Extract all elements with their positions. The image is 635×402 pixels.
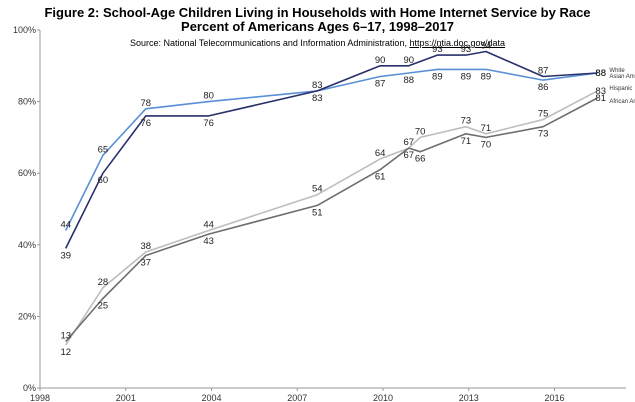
data-label-white: 76 — [140, 118, 151, 129]
data-label-asian-american: 88 — [595, 68, 606, 79]
chart-title: Figure 2: School-Age Children Living in … — [0, 6, 635, 34]
data-label-african-american: 25 — [98, 301, 109, 312]
data-label-hispanic: 54 — [312, 184, 323, 195]
series-name-label-hispanic: Hispanic — [609, 86, 632, 92]
data-label-african-american: 67 — [403, 150, 414, 161]
data-label-african-american: 81 — [595, 93, 606, 104]
chart-title-line2: Percent of Americans Ages 6–17, 1998–201… — [181, 19, 454, 34]
data-label-asian-american: 88 — [403, 75, 414, 86]
data-label-asian-american: 89 — [432, 71, 443, 82]
data-label-african-american: 71 — [461, 136, 472, 147]
x-tick-label: 2013 — [459, 393, 479, 402]
data-label-white: 60 — [98, 175, 109, 186]
source-link[interactable]: https://ntia.doc.gov/data — [409, 38, 506, 48]
data-label-white: 88 — [595, 68, 606, 79]
data-label-white: 76 — [203, 118, 214, 129]
series-line-asian-american — [64, 68, 598, 231]
data-label-african-american: 51 — [312, 207, 323, 218]
y-tick-label: 60% — [18, 168, 36, 178]
source-text: Source: National Telecommunications and … — [129, 38, 410, 48]
data-label-white: 83 — [312, 93, 323, 104]
data-label-asian-american: 86 — [538, 82, 549, 93]
data-label-asian-american: 80 — [203, 91, 214, 102]
data-label-asian-american: 65 — [98, 144, 109, 155]
x-tick-label: 2001 — [116, 393, 136, 402]
series-line-hispanic — [65, 90, 598, 346]
data-label-hispanic: 44 — [203, 219, 214, 230]
data-label-hispanic: 28 — [98, 277, 109, 288]
x-tick-label: 1998 — [30, 393, 50, 402]
data-label-asian-american: 83 — [312, 80, 323, 91]
data-label-asian-american: 89 — [481, 71, 492, 82]
data-label-white: 90 — [375, 55, 386, 66]
y-tick-label: 100% — [13, 25, 36, 35]
data-label-hispanic: 73 — [461, 116, 472, 127]
data-label-african-american: 70 — [481, 139, 492, 150]
data-label-hispanic: 12 — [60, 347, 71, 358]
y-tick-label: 40% — [18, 240, 36, 250]
data-label-asian-american: 89 — [461, 71, 472, 82]
data-label-white: 39 — [60, 250, 71, 261]
data-label-african-american: 61 — [375, 172, 386, 183]
data-label-white: 93 — [461, 44, 472, 55]
data-label-african-american: 66 — [415, 154, 426, 165]
data-label-hispanic: 83 — [595, 86, 606, 97]
x-tick-label: 2004 — [201, 393, 221, 402]
data-label-hispanic: 75 — [538, 109, 549, 120]
data-label-african-american: 13 — [60, 330, 71, 341]
series-name-label-white: White — [609, 68, 625, 74]
x-tick-label: 2016 — [545, 393, 565, 402]
data-label-asian-american: 78 — [140, 98, 151, 109]
data-label-white: 94 — [481, 40, 492, 51]
chart-title-line1: Figure 2: School-Age Children Living in … — [44, 5, 591, 20]
y-tick-label: 20% — [18, 311, 36, 321]
data-label-white: 93 — [432, 44, 443, 55]
data-label-asian-american: 87 — [375, 79, 386, 90]
data-label-white: 87 — [538, 66, 549, 77]
series-line-african-american — [65, 97, 598, 343]
data-label-hispanic: 67 — [403, 137, 414, 148]
data-label-hispanic: 71 — [481, 123, 492, 134]
data-label-african-american: 73 — [538, 129, 549, 140]
data-label-hispanic: 38 — [140, 241, 151, 252]
chart-source: Source: National Telecommunications and … — [0, 38, 635, 48]
y-tick-label: 0% — [23, 383, 36, 393]
series-name-label-asian-american: Asian American — [609, 74, 635, 80]
data-label-hispanic: 64 — [375, 148, 386, 159]
data-label-african-american: 37 — [140, 258, 151, 269]
y-tick-label: 80% — [18, 97, 36, 107]
data-label-white: 90 — [403, 55, 414, 66]
data-label-african-american: 43 — [203, 236, 214, 247]
x-tick-label: 2010 — [373, 393, 393, 402]
data-label-hispanic: 70 — [415, 126, 426, 137]
series-name-label-african-american: African American — [609, 99, 635, 105]
series-line-white — [64, 50, 598, 249]
x-tick-label: 2007 — [287, 393, 307, 402]
data-label-asian-american: 44 — [60, 219, 71, 230]
